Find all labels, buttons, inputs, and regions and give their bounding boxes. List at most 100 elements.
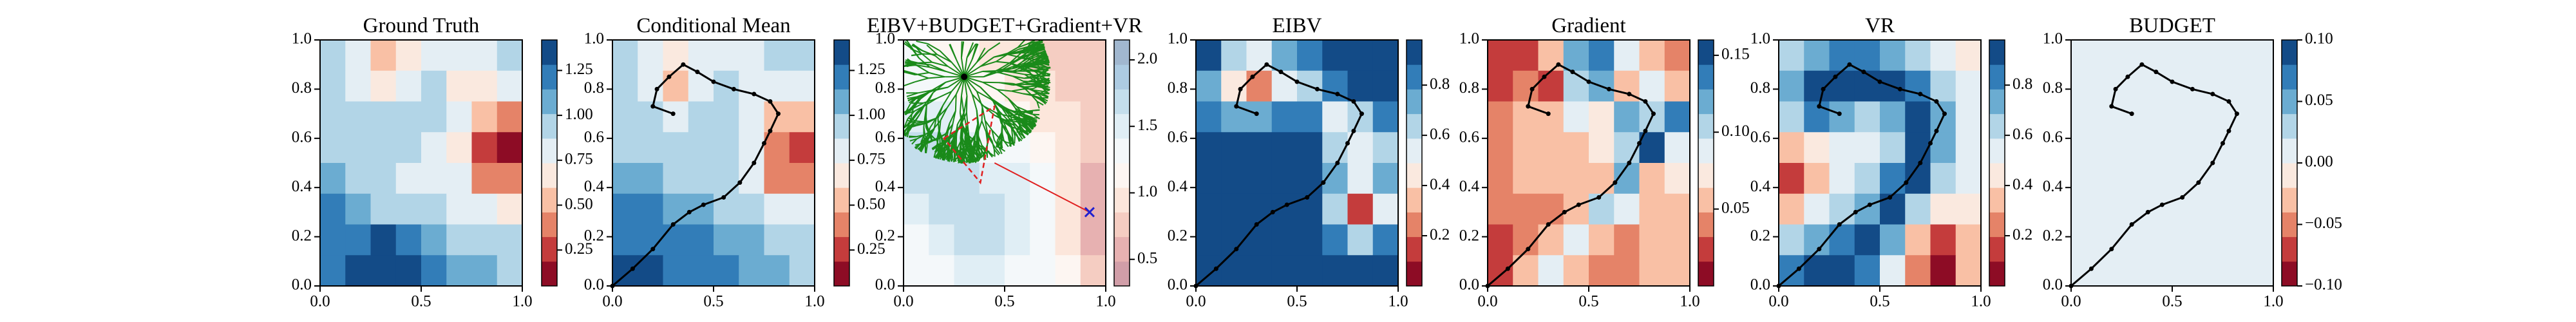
heat-cell — [1246, 193, 1273, 225]
heat-cell — [1005, 193, 1030, 225]
waypoint — [768, 128, 773, 133]
waypoint — [1234, 104, 1239, 109]
panel: Conditional Mean 0.0 0.5 1.0 0.0 0.2 0.4 0.6 0.8… — [584, 14, 886, 310]
heat-cell — [1513, 132, 1539, 164]
waypoint — [2196, 180, 2201, 185]
heat-cell — [1372, 255, 1399, 287]
waypoint — [1234, 247, 1239, 252]
heat-cell — [446, 40, 472, 71]
colorbar-band — [834, 261, 849, 287]
tree-branch — [1034, 66, 1043, 71]
waypoint — [1250, 74, 1255, 79]
heat-cell — [1639, 193, 1665, 225]
waypoint — [1359, 111, 1364, 117]
x-tick-label: 0.5 — [994, 293, 1014, 310]
heat-cell — [421, 132, 447, 164]
heat-cell — [1538, 224, 1564, 256]
y-tick-label: 1.0 — [292, 30, 312, 48]
y-tick-label: 0.4 — [1750, 178, 1771, 195]
heat-cell — [1930, 132, 1956, 164]
heat-cell — [739, 255, 764, 287]
colorbar-band — [834, 40, 849, 65]
heat-cell — [1055, 163, 1081, 194]
heat-cell — [1055, 255, 1081, 287]
tree-branch — [946, 146, 952, 154]
tree-branch — [997, 89, 1009, 99]
colorbar-band — [1989, 163, 2005, 188]
heat-cell — [1488, 132, 1513, 164]
heat-cell — [471, 70, 498, 102]
tree-branch — [904, 106, 913, 115]
tree-branch — [907, 97, 920, 101]
heat-cell — [1779, 163, 1804, 194]
tree-branch — [1003, 121, 1012, 129]
colorbar-tick-label: 0.15 — [1721, 46, 1750, 63]
waypoint — [1596, 194, 1602, 200]
heat-cell — [2146, 132, 2173, 164]
x-tick-label: 0.5 — [1578, 293, 1598, 310]
heat-cell — [764, 40, 790, 71]
tree-branch — [936, 140, 940, 149]
tree-branch — [963, 59, 973, 77]
heat-cell — [612, 101, 638, 133]
heat-cell — [929, 163, 954, 194]
tree-branch — [994, 147, 1001, 155]
heat-cell — [1513, 163, 1539, 194]
heat-cell — [1488, 40, 1513, 71]
waypoint — [2226, 128, 2231, 133]
tree-branch — [951, 153, 954, 161]
colorbar-tick-label: 0.75 — [857, 151, 886, 168]
tree-branch — [1012, 61, 1023, 70]
heat-cell — [395, 255, 422, 287]
heat-cell — [1221, 40, 1247, 71]
tree-branch — [1041, 94, 1048, 99]
tree-branch — [1011, 90, 1023, 95]
tree-branch — [1029, 49, 1038, 54]
waypoint — [2125, 74, 2130, 79]
waypoint — [2226, 99, 2231, 104]
heat-cell — [320, 193, 346, 225]
heat-cell — [1563, 193, 1589, 225]
tree-branch — [960, 147, 966, 156]
x-tick-label: 0.0 — [1768, 293, 1788, 310]
tree-branch — [976, 109, 980, 124]
heat-cell — [1639, 163, 1665, 194]
heat-cell — [2172, 132, 2198, 164]
waypoint — [1314, 86, 1320, 91]
heat-cell — [345, 101, 371, 133]
tree-branch — [1033, 61, 1042, 66]
colorbar-tick-label: 0.8 — [1430, 75, 1450, 93]
tree-branch — [1041, 69, 1049, 75]
tree-branch — [976, 151, 983, 158]
tree-branch — [949, 110, 956, 124]
tree-branch — [916, 134, 925, 138]
heat-cell — [1030, 101, 1056, 133]
waypoint — [1934, 99, 1939, 104]
tree-branch — [1036, 40, 1043, 43]
colorbar-tick-label: 0.6 — [1430, 126, 1450, 143]
heat-cell — [663, 101, 689, 133]
tree-branch — [1019, 48, 1030, 52]
heat-cell — [714, 132, 739, 164]
tree-branch — [1042, 61, 1050, 65]
tree-branch — [956, 124, 958, 137]
colorbar-band — [2282, 64, 2297, 90]
heat-cell — [497, 255, 523, 287]
heat-cell — [1297, 40, 1323, 71]
heat-cell — [2121, 193, 2148, 225]
heat-cell — [789, 70, 815, 102]
tree-branch — [962, 126, 970, 137]
tree-branch — [936, 105, 944, 118]
heat-cell — [954, 224, 980, 256]
heat-cell — [1589, 163, 1615, 194]
heat-cell — [421, 224, 447, 256]
heat-cell — [395, 193, 422, 225]
x-tick-label: 1.0 — [2263, 293, 2283, 310]
x-tick-label: 1.0 — [1095, 293, 1115, 310]
heat-cell — [1829, 101, 1855, 133]
tree-branch — [922, 50, 936, 57]
heat-cell — [2172, 193, 2198, 225]
panel: EIBV 0.0 0.5 1.0 0.0 0.2 0.4 0.6 0.8 1.0 0.2 0.4 0.6… — [1168, 14, 1450, 310]
tree-branch — [923, 53, 938, 55]
